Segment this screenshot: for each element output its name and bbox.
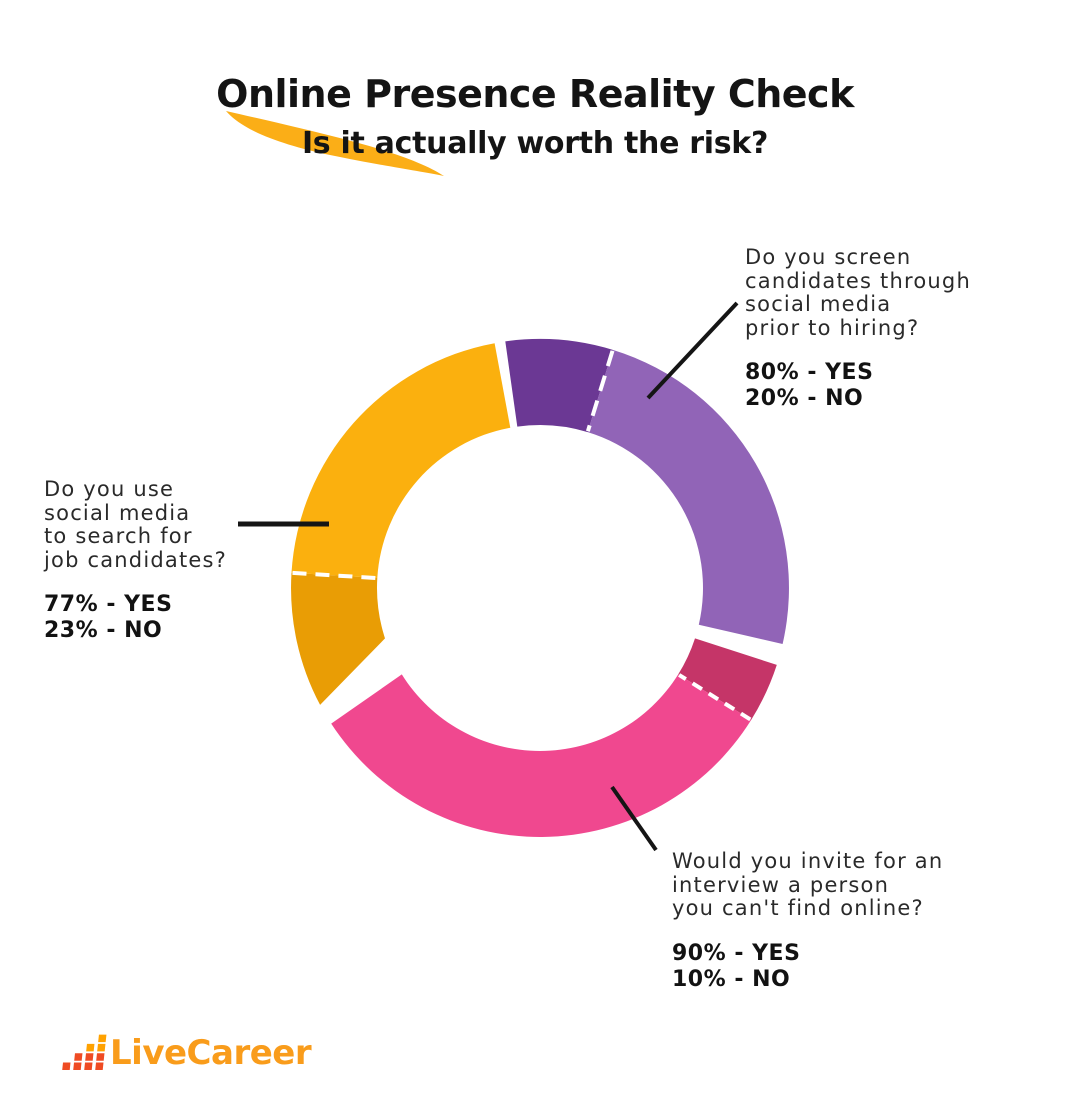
annotation-invite-interview: Would you invite for an interview a pers… <box>672 849 944 993</box>
stat-yes: 90% - YES <box>672 940 801 966</box>
segment-separators <box>292 350 752 722</box>
title-brush-stroke <box>226 111 444 176</box>
annotation-connector-screen <box>646 301 739 400</box>
page-subtitle: Is it actually worth the risk? <box>301 126 769 161</box>
livecareer-logo-icon <box>62 1034 107 1070</box>
stat-yes: 77% - YES <box>44 592 173 617</box>
logo-square <box>95 1062 104 1070</box>
question-text: Do you screen candidates through social … <box>745 245 971 340</box>
logo-square <box>73 1062 82 1070</box>
donut-segments <box>291 338 789 837</box>
stats-block: 90% - YES 10% - NO <box>672 941 943 993</box>
annotation-search-candidates: Do you use social media to search for jo… <box>44 477 228 644</box>
donut-segment-invite-yes <box>331 674 752 837</box>
question-text: Do you use social media to search for jo… <box>44 477 228 572</box>
livecareer-logo: LiveCareer <box>62 1033 312 1073</box>
stat-no: 20% - NO <box>745 386 864 411</box>
yes-no-separator <box>292 570 377 580</box>
question-text: Would you invite for an interview a pers… <box>672 849 944 920</box>
yes-no-separator <box>585 350 615 432</box>
annotation-connectors <box>238 301 739 852</box>
logo-square <box>74 1053 83 1061</box>
donut-segment-search-yes <box>291 343 511 578</box>
logo-square <box>85 1053 94 1061</box>
stat-yes: 80% - YES <box>745 360 874 385</box>
page-title: Online Presence Reality Check <box>216 72 854 116</box>
annotation-connector-invite <box>610 785 658 852</box>
donut-segment-invite-no <box>678 638 777 720</box>
donut-segment-screen-no <box>505 338 613 433</box>
logo-square <box>62 1062 71 1070</box>
yes-no-separator <box>678 673 752 722</box>
annotation-screen-candidates: Do you screen candidates through social … <box>745 245 971 412</box>
logo-square <box>97 1043 106 1052</box>
stat-no: 10% - NO <box>672 966 791 992</box>
donut-segment-search-no <box>291 572 385 705</box>
donut-segment-screen-yes <box>587 349 789 644</box>
stats-block: 77% - YES 23% - NO <box>44 592 227 644</box>
logo-square <box>98 1034 107 1043</box>
logo-square <box>96 1053 105 1061</box>
livecareer-logo-text: LiveCareer <box>110 1033 312 1073</box>
stats-block: 80% - YES 20% - NO <box>745 360 971 412</box>
logo-square <box>86 1043 95 1052</box>
stat-no: 23% - NO <box>44 618 163 643</box>
logo-square <box>84 1062 93 1070</box>
